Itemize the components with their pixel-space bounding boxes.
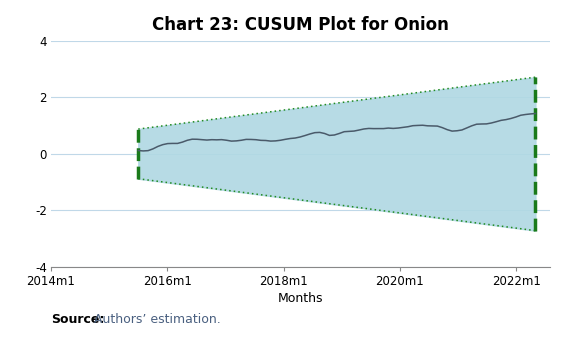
Title: Chart 23: CUSUM Plot for Onion: Chart 23: CUSUM Plot for Onion [152, 16, 449, 34]
Text: Authors’ estimation.: Authors’ estimation. [90, 313, 221, 326]
X-axis label: Months: Months [278, 292, 323, 305]
Text: Source:: Source: [51, 313, 104, 326]
